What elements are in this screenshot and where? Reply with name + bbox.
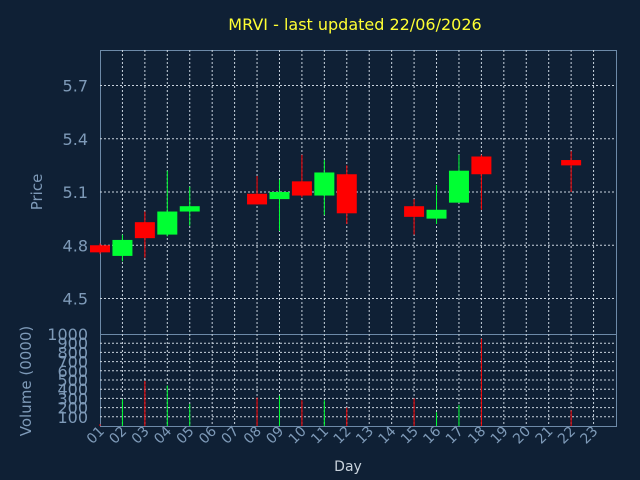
volume-bars [99,338,572,426]
volume-y-tick-label: 1000 [47,325,88,344]
x-ticks: 0102030405060708091011121314151617181920… [84,423,601,447]
x-axis-label: Day [334,459,362,475]
candle-body [134,222,155,239]
candle-body [179,206,200,212]
price-y-tick-label: 5.1 [63,183,88,202]
volume-axis-label: Volume (0000) [17,326,35,436]
price-y-tick-label: 5.7 [63,77,88,96]
x-tick-label: 11 [308,424,332,448]
volume-y-tick-label: 900 [57,334,88,353]
x-tick-label: 03 [129,424,153,448]
candle-body [90,245,110,253]
candles [90,151,582,262]
x-tick-label: 02 [106,424,130,448]
candle-body [157,211,178,235]
candle-body [448,170,469,203]
x-tick-label: 15 [398,424,422,448]
x-tick-label: 01 [84,424,108,448]
x-tick-label: 07 [219,424,243,448]
price-y-tick-label: 5.4 [63,130,88,149]
candle-body [314,172,335,196]
chart-title: MRVI - last updated 22/06/2026 [228,15,481,34]
volume-y-tick-label: 700 [57,353,88,372]
x-tick-label: 12 [331,424,355,448]
candle-body [561,160,582,166]
candle-body [336,174,357,214]
volume-y-tick-label: 800 [57,343,88,362]
x-tick-label: 23 [577,424,601,448]
x-tick-label: 22 [555,424,579,448]
volume-y-tick-label: 100 [57,408,88,427]
volume-y-tick-label: 200 [57,399,88,418]
price-panel: 4.5 4.8 5.1 5.4 5.7 Price [28,50,617,335]
candle-body [269,192,290,200]
volume-y-tick-label: 400 [57,380,88,399]
candle-body [247,193,268,205]
candle-body [291,181,312,196]
price-y-tick-label: 4.8 [63,236,88,255]
x-tick-label: 21 [533,424,557,448]
x-tick-label: 10 [286,424,310,448]
price-y-ticks: 4.5 4.8 5.1 5.4 5.7 [63,77,88,309]
x-tick-label: 05 [174,424,198,448]
x-tick-label: 13 [353,424,377,448]
volume-y-tick-label: 300 [57,389,88,408]
x-tick-label: 09 [263,424,287,448]
x-tick-label: 04 [151,423,175,447]
x-tick-label: 18 [465,424,489,448]
x-tick-label: 08 [241,424,265,448]
x-tick-label: 17 [443,424,467,448]
price-y-tick-label: 4.5 [63,290,88,309]
volume-y-tick-label: 600 [57,362,88,381]
volume-grid [100,334,616,426]
candle-body [426,209,447,219]
candle-body [112,239,133,256]
x-tick-label: 16 [420,423,444,447]
candle-body [404,206,425,217]
x-tick-label: 14 [376,423,400,447]
candle-body [471,156,492,175]
price-grid [100,50,616,334]
x-tick-label: 19 [488,424,512,448]
price-axis-label: Price [28,174,46,211]
x-tick-label: 06 [196,423,220,447]
x-tick-label: 20 [510,424,534,448]
volume-y-tick-label: 500 [57,371,88,390]
